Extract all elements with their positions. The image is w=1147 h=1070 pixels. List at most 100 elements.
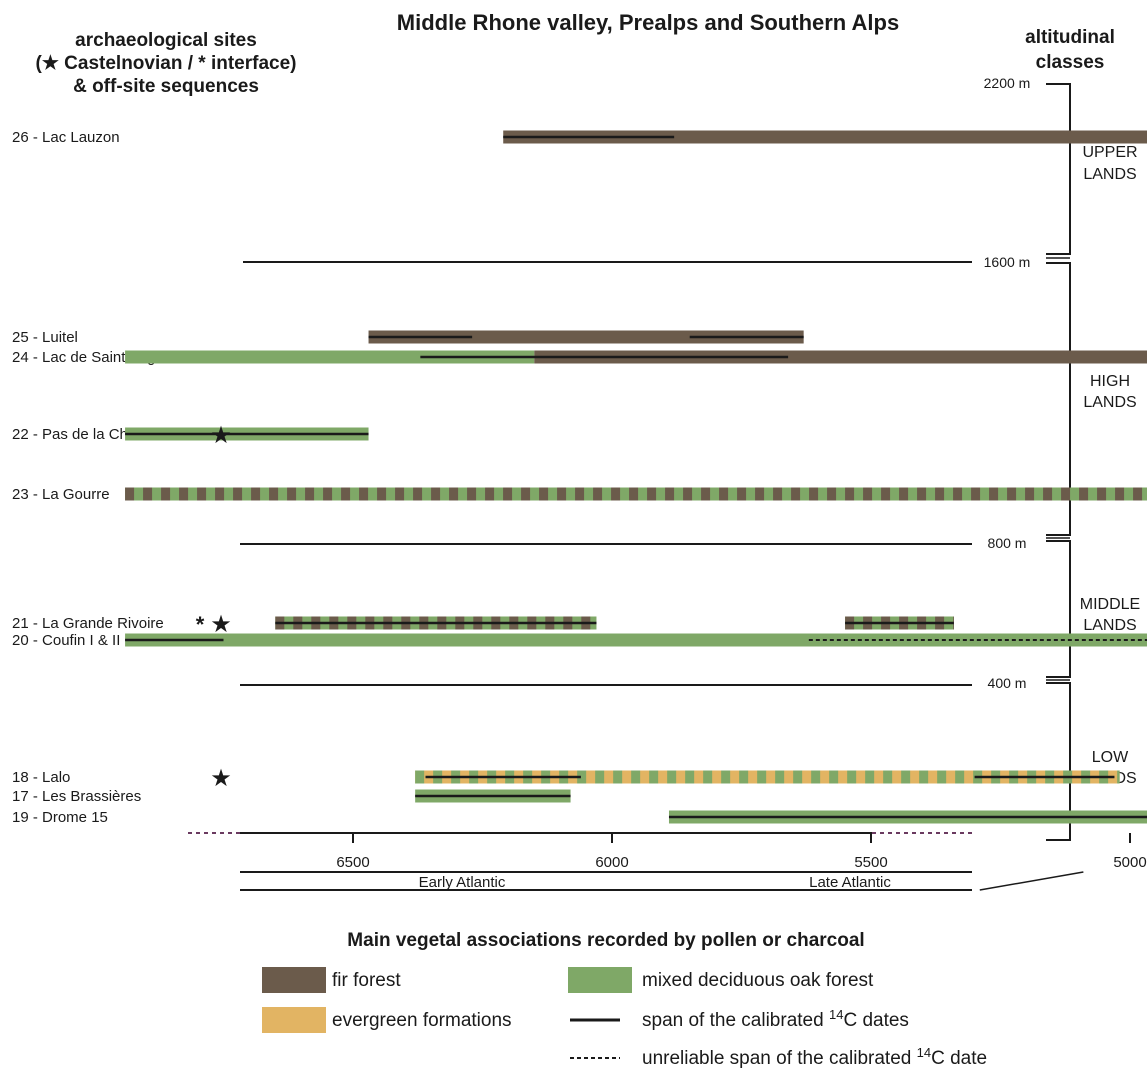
vegetation-bar-stripe [649,770,659,784]
vegetation-bar [534,350,1147,364]
altitude-class-label: LANDS [1083,166,1136,183]
vegetation-bar-stripe [143,487,153,501]
left-header-line1: archaeological sites [75,30,257,51]
vegetation-bar-stripe [1007,487,1017,501]
vegetation-bar-stripe [251,487,261,501]
left-header-line3: & off-site sequences [73,76,259,97]
vegetation-bar-stripe [1133,487,1143,501]
vegetation-bar-stripe [827,487,837,501]
vegetation-bar-stripe [811,770,821,784]
vegetation-bar-stripe [449,487,459,501]
vegetation-bar-stripe [521,487,531,501]
left-header-line2: (★ Castelnovian / * interface) [36,53,297,74]
vegetation-bar [368,330,804,344]
legend-label: unreliable span of the calibrated 14C da… [642,1045,987,1069]
altitude-class-label: LANDS [1083,394,1136,411]
right-header-line1: altitudinal [1025,27,1115,48]
vegetation-bar-stripe [701,487,711,501]
site-label: 21 - La Grande Rivoire [12,615,164,632]
vegetation-bar-stripe [739,770,749,784]
vegetation-bar-stripe [1117,770,1120,784]
castelnovian-star: ★ [210,765,232,792]
site-label: 26 - Lac Lauzon [12,129,120,146]
altitude-class-label: HIGH [1090,373,1130,390]
legend-swatch-oak [568,967,632,993]
vegetation-bar-stripe [197,487,207,501]
altitude-label: 2200 m [984,75,1031,91]
site-label: 17 - Les Brassières [12,788,141,805]
vegetation-bar-stripe [1079,487,1089,501]
vegetation-bar-stripe [413,487,423,501]
vegetation-bar-stripe [557,487,567,501]
x-tick-label: 5500 [854,854,887,871]
vegetation-bar-stripe [865,770,875,784]
vegetation-bar-stripe [863,487,873,501]
vegetation-bar-stripe [485,487,495,501]
vegetation-bar-stripe [647,487,657,501]
vegetation-bar-stripe [305,487,315,501]
vegetation-bar-stripe [1115,487,1125,501]
vegetation-bar-stripe [1043,487,1053,501]
castelnovian-star: ★ [210,422,232,449]
vegetation-bar-stripe [719,487,729,501]
x-tick-label: 6000 [595,854,628,871]
site-label: 23 - La Gourre [12,486,110,503]
period-label: Early Atlantic [419,874,506,891]
altitude-class-label: UPPER [1082,144,1137,161]
vegetation-bar-stripe [847,770,857,784]
x-tick-label: 6500 [336,854,369,871]
vegetation-bar-stripe [341,487,351,501]
altitude-class-label: LANDS [1083,617,1136,634]
chart-title: Middle Rhone valley, Prealps and Souther… [397,10,899,35]
vegetation-bar-stripe [467,487,477,501]
vegetation-bar-stripe [269,487,279,501]
vegetation-bar-stripe [901,770,911,784]
vegetation-bar-stripe [721,770,731,784]
vegetation-bar [125,633,1147,647]
vegetation-bar-stripe [395,487,405,501]
altitude-bracket [1046,83,1071,255]
vegetation-bar-stripe [215,487,225,501]
vegetation-bar-stripe [377,487,387,501]
vegetation-bar-stripe [575,487,585,501]
altitude-bracket [1046,682,1071,841]
vegetation-bar-stripe [989,487,999,501]
vegetation-bar-stripe [809,487,819,501]
vegetation-bar-stripe [775,770,785,784]
legend-label: mixed deciduous oak forest [642,970,874,991]
castelnovian-star: ★ [210,611,232,638]
legend-title: Main vegetal associations recorded by po… [347,930,864,951]
legend-label: fir forest [332,970,401,991]
right-header-line2: classes [1036,52,1105,73]
legend-swatch-evergreen [262,1007,326,1033]
period-label: Late Atlantic [809,874,891,891]
vegetation-bar-stripe [431,487,441,501]
altitude-class-label: MIDDLE [1080,596,1140,613]
vegetation-bar-stripe [665,487,675,501]
legend-swatch-fir [262,967,326,993]
vegetation-bar-stripe [631,770,641,784]
vegetation-bar-stripe [179,487,189,501]
vegetation-bar-stripe [845,487,855,501]
vegetation-bar-stripe [685,770,695,784]
vegetation-bar-stripe [971,487,981,501]
site-label: 18 - Lalo [12,769,70,786]
vegetation-bar-stripe [1025,487,1035,501]
altitude-label: 1600 m [984,254,1031,270]
vegetation-bar-stripe [773,487,783,501]
legend: Main vegetal associations recorded by po… [262,930,987,1069]
vegetation-bar-stripe [539,487,549,501]
altitude-bracket [1046,262,1071,536]
vegetation-bar-stripe [755,487,765,501]
vegetation-bar-stripe [829,770,839,784]
vegetation-bar-stripe [935,487,945,501]
vegetation-bar-stripe [161,487,171,501]
vegetation-bar-stripe [683,487,693,501]
vegetation-bar-stripe [703,770,713,784]
altitude-bracket [1046,540,1071,678]
vegetation-bar-stripe [883,770,893,784]
altitude-label: 400 m [988,675,1027,691]
vegetation-bar-stripe [919,770,929,784]
vegetation-bar-stripe [1097,487,1107,501]
vegetation-bar-stripe [667,770,677,784]
